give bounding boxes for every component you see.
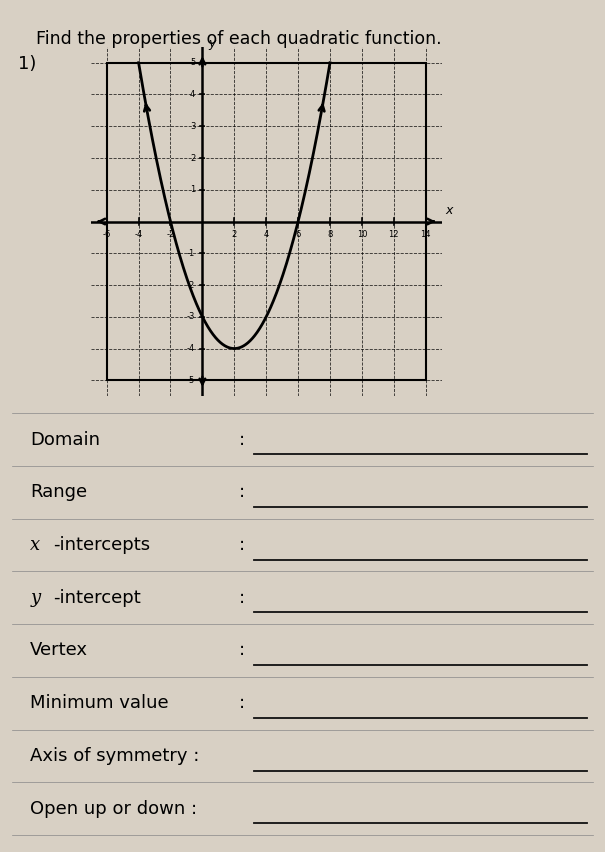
Text: -6: -6: [102, 230, 111, 239]
Text: 3: 3: [190, 122, 195, 130]
Text: :: :: [239, 483, 245, 501]
Text: -3: -3: [187, 313, 195, 321]
Text: -2: -2: [166, 230, 175, 239]
Text: y: y: [30, 589, 41, 607]
Text: y: y: [209, 37, 216, 50]
Text: Find the properties of each quadratic function.: Find the properties of each quadratic fu…: [36, 30, 442, 48]
Text: -1: -1: [187, 249, 195, 258]
Text: 2: 2: [190, 153, 195, 163]
Text: Axis of symmetry :: Axis of symmetry :: [30, 747, 200, 765]
Text: x: x: [30, 536, 41, 554]
Text: Domain: Domain: [30, 430, 100, 449]
Text: -intercept: -intercept: [53, 589, 141, 607]
Text: :: :: [239, 536, 245, 554]
Text: :: :: [239, 589, 245, 607]
Text: 4: 4: [190, 90, 195, 99]
Text: 8: 8: [327, 230, 333, 239]
Text: Open up or down :: Open up or down :: [30, 799, 197, 818]
Text: x: x: [445, 204, 452, 216]
Text: 6: 6: [295, 230, 301, 239]
Text: -4: -4: [134, 230, 143, 239]
Text: 10: 10: [357, 230, 367, 239]
Text: 2: 2: [232, 230, 237, 239]
Text: 4: 4: [264, 230, 269, 239]
Text: 1): 1): [18, 55, 36, 73]
Text: -intercepts: -intercepts: [53, 536, 151, 554]
Text: :: :: [239, 430, 245, 449]
Text: 5: 5: [190, 58, 195, 67]
Text: -4: -4: [187, 344, 195, 353]
Text: Vertex: Vertex: [30, 642, 88, 659]
Text: -5: -5: [187, 376, 195, 385]
Text: 1: 1: [190, 185, 195, 194]
Text: Minimum value: Minimum value: [30, 694, 169, 712]
Text: :: :: [239, 694, 245, 712]
Text: 14: 14: [420, 230, 431, 239]
Text: Range: Range: [30, 483, 87, 501]
Text: 12: 12: [388, 230, 399, 239]
Text: -2: -2: [187, 280, 195, 290]
Text: :: :: [239, 642, 245, 659]
